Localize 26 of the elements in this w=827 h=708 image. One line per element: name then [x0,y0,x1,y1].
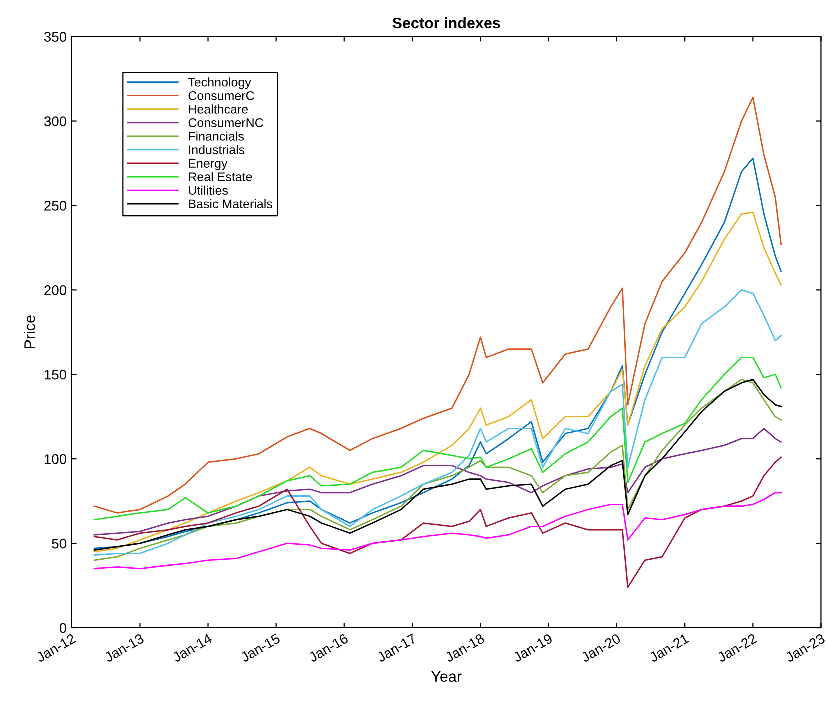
line-series [94,456,782,588]
legend-label: Utilities [189,186,228,196]
chart-title: Sector indexes [392,17,500,29]
y-axis-title: Price [24,316,36,349]
y-tick-label: 150 [44,370,67,380]
legend-label: Basic Materials [189,199,272,209]
legend-label: ConsumerC [188,91,254,100]
y-tick-label: 200 [44,286,67,296]
legend-label: ConsumerNC [188,118,264,128]
legend-label: Real Estate [189,172,252,182]
y-tick-label: 350 [44,32,67,42]
legend-label: Healthcare [189,104,248,114]
legend-label: Technology [188,78,252,90]
y-tick-label: 0 [60,623,67,634]
line-series [94,289,782,556]
legend-label: Industrials [189,145,245,154]
x-axis-title: Year [431,671,462,682]
legend-label: Financials [189,132,244,141]
line-series [94,357,782,521]
legend-label: Energy [189,159,228,170]
y-tick-label: 100 [44,454,67,464]
y-tick-label: 300 [44,116,67,126]
y-tick-label: 250 [44,201,67,211]
line-series [94,492,782,570]
y-tick-label: 50 [52,538,67,549]
line-series [94,428,782,536]
